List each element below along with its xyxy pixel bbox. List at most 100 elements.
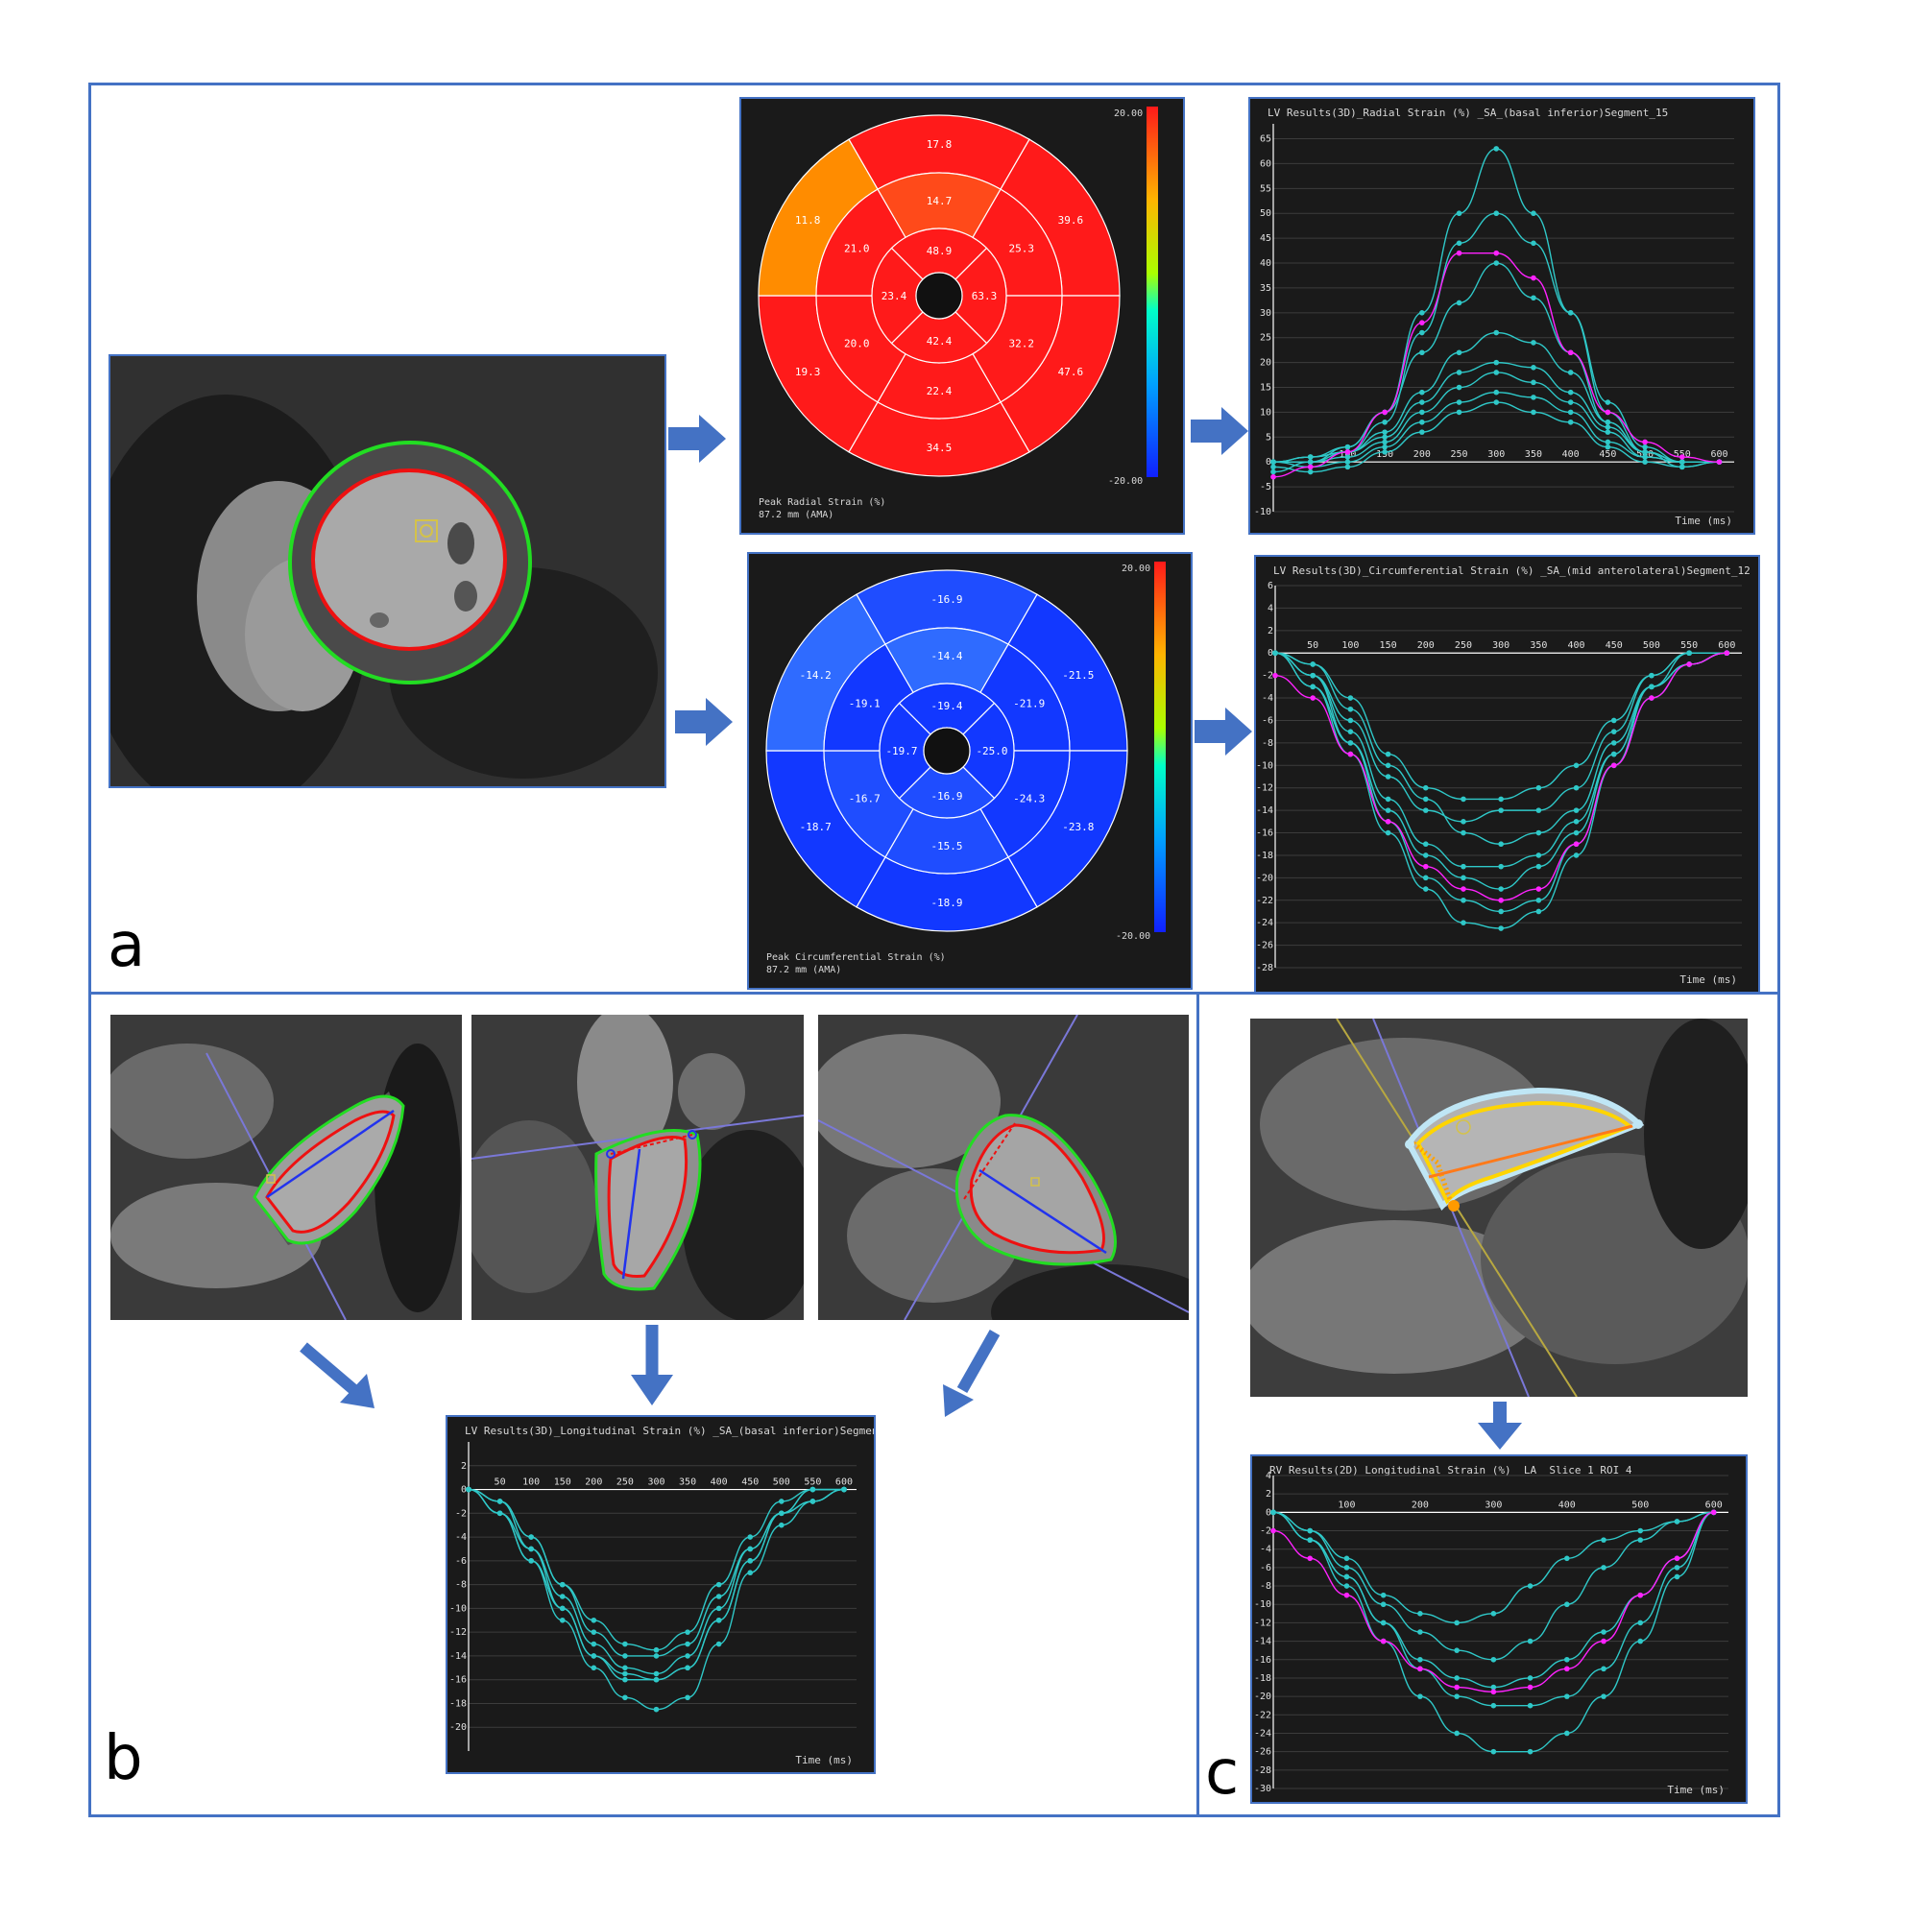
x-tick-label: 400 xyxy=(1568,640,1585,651)
series-point xyxy=(1417,1666,1423,1672)
series-point xyxy=(1343,1555,1350,1562)
y-tick-label: -6 xyxy=(455,1556,467,1567)
x-tick-label: 300 xyxy=(1492,640,1509,651)
series-point xyxy=(841,1486,847,1493)
series-point xyxy=(1380,1592,1387,1598)
series-point xyxy=(1573,807,1580,813)
series-point xyxy=(1531,210,1536,217)
series-point xyxy=(1527,1583,1534,1589)
y-tick-label: -6 xyxy=(1260,1563,1271,1573)
series-point xyxy=(1674,1519,1680,1524)
series-point xyxy=(1419,399,1425,405)
series-point xyxy=(1270,473,1276,480)
series-point xyxy=(622,1676,628,1683)
radial-strain-chart: -10-505101520253035404550556065100150200… xyxy=(1254,124,1734,517)
series-point xyxy=(685,1629,690,1635)
arrow-icon xyxy=(1191,407,1248,455)
y-tick-label: -22 xyxy=(1254,1710,1271,1720)
series-point xyxy=(1573,762,1580,769)
bullseye-value: 34.5 xyxy=(927,442,953,454)
series-point xyxy=(1382,419,1388,425)
bullseye-value: -21.5 xyxy=(1062,669,1094,682)
radial-label-title: Peak Radial Strain (%) xyxy=(759,497,886,508)
series-point xyxy=(653,1706,660,1713)
series-point xyxy=(1310,661,1316,667)
series-point xyxy=(1456,384,1462,391)
bullseye-value: -14.2 xyxy=(800,669,832,682)
circ-bullseye-panel: -16.9 -21.5 -23.8 -18.9 -18.7 -14.2 -14.4 -21.9… xyxy=(747,552,1193,990)
y-tick-label: 15 xyxy=(1260,383,1271,394)
y-tick-label: -14 xyxy=(1256,805,1273,816)
series-point xyxy=(1493,146,1500,152)
series-line xyxy=(1274,652,1727,823)
series-point xyxy=(1567,399,1574,405)
series-point xyxy=(1605,439,1611,445)
circ-scale-max: 20.00 xyxy=(1122,564,1151,574)
y-tick-label: -2 xyxy=(1262,671,1273,682)
series-point xyxy=(528,1558,534,1564)
series-point xyxy=(1344,459,1351,466)
series-point xyxy=(1270,459,1276,466)
y-tick-label: -12 xyxy=(1254,1618,1271,1628)
series-point xyxy=(1385,774,1391,780)
series-point xyxy=(1527,1702,1534,1709)
series-point xyxy=(1567,389,1574,396)
series-point xyxy=(1456,240,1462,247)
bullseye-value: 25.3 xyxy=(1008,243,1034,255)
radial-scale-max: 20.00 xyxy=(1114,108,1144,119)
y-tick-label: -28 xyxy=(1256,963,1273,973)
y-tick-label: 60 xyxy=(1260,158,1271,169)
series-point xyxy=(591,1641,597,1647)
bullseye-value: 39.6 xyxy=(1058,214,1084,227)
y-tick-label: -8 xyxy=(1260,1581,1271,1592)
series-point xyxy=(1307,464,1314,470)
series-point xyxy=(1610,717,1617,724)
series-point xyxy=(1307,1555,1314,1562)
x-tick-label: 150 xyxy=(554,1477,571,1488)
series-point xyxy=(1535,829,1542,836)
series-point xyxy=(1610,762,1617,769)
series-point xyxy=(1674,1555,1680,1562)
x-tick-label: 300 xyxy=(1485,1500,1502,1510)
y-tick-label: -20 xyxy=(449,1722,467,1733)
bullseye-value: -19.1 xyxy=(849,698,881,710)
rv-strain-chart-panel: RV Results(2D)_Longitudinal Strain (%) _… xyxy=(1250,1454,1748,1804)
series-point xyxy=(1461,920,1466,925)
series-point xyxy=(1419,320,1425,325)
series-point xyxy=(1422,784,1429,791)
arrow-icon xyxy=(943,1330,1001,1417)
y-tick-label: 20 xyxy=(1260,358,1271,369)
y-tick-label: -14 xyxy=(449,1651,467,1662)
series-point xyxy=(1610,740,1617,746)
series-line xyxy=(1272,262,1720,473)
series-point xyxy=(1380,1638,1387,1644)
series-point xyxy=(1461,886,1466,892)
series-point xyxy=(1601,1693,1606,1699)
y-tick-label: 5 xyxy=(1266,432,1271,443)
x-tick-label: 500 xyxy=(1643,640,1660,651)
series-point xyxy=(1567,370,1574,375)
series-point xyxy=(653,1646,660,1653)
series-point xyxy=(1347,695,1354,701)
x-tick-label: 350 xyxy=(1525,449,1542,460)
series-point xyxy=(1679,459,1685,466)
series-point xyxy=(779,1510,785,1517)
arrow-icon xyxy=(1195,708,1252,756)
bullseye-center xyxy=(915,272,963,320)
series-point xyxy=(1382,429,1388,435)
bullseye-center xyxy=(923,727,971,775)
series-point xyxy=(1272,672,1278,679)
x-tick-label: 200 xyxy=(1412,1500,1429,1510)
series-point xyxy=(1270,464,1276,470)
series-line xyxy=(1272,1511,1714,1707)
series-line xyxy=(1274,652,1727,801)
bullseye-value: 17.8 xyxy=(927,138,953,151)
y-tick-label: -28 xyxy=(1254,1765,1271,1776)
series-point xyxy=(1343,1592,1350,1598)
series-point xyxy=(1270,1527,1276,1534)
series-point xyxy=(1461,897,1466,903)
series-point xyxy=(1347,706,1354,712)
y-tick-label: 4 xyxy=(1266,1471,1271,1481)
series-point xyxy=(1422,841,1429,848)
